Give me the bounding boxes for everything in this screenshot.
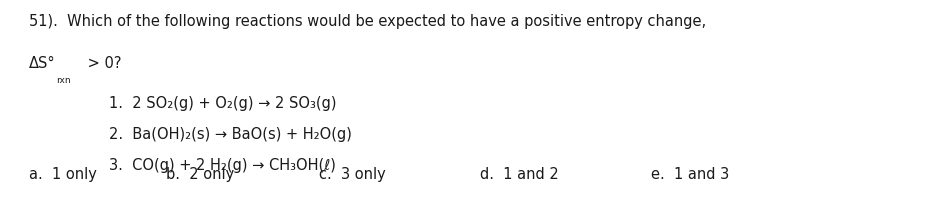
Text: e.  1 and 3: e. 1 and 3	[651, 167, 729, 182]
Text: 2.  Ba(OH)₂(s) → BaO(s) + H₂O(g): 2. Ba(OH)₂(s) → BaO(s) + H₂O(g)	[109, 127, 352, 142]
Text: 3.  CO(g) + 2 H₂(g) → CH₃OH(ℓ): 3. CO(g) + 2 H₂(g) → CH₃OH(ℓ)	[109, 158, 337, 173]
Text: rxn: rxn	[56, 76, 70, 85]
Text: 1.  2 SO₂(g) + O₂(g) → 2 SO₃(g): 1. 2 SO₂(g) + O₂(g) → 2 SO₃(g)	[109, 96, 337, 111]
Text: b.  2 only: b. 2 only	[166, 167, 235, 182]
Text: 51).  Which of the following reactions would be expected to have a positive entr: 51). Which of the following reactions wo…	[29, 14, 706, 29]
Text: d.  1 and 2: d. 1 and 2	[480, 167, 559, 182]
Text: a.  1 only: a. 1 only	[29, 167, 96, 182]
Text: > 0?: > 0?	[83, 56, 121, 71]
Text: c.  3 only: c. 3 only	[319, 167, 385, 182]
Text: ΔS°: ΔS°	[29, 56, 55, 71]
